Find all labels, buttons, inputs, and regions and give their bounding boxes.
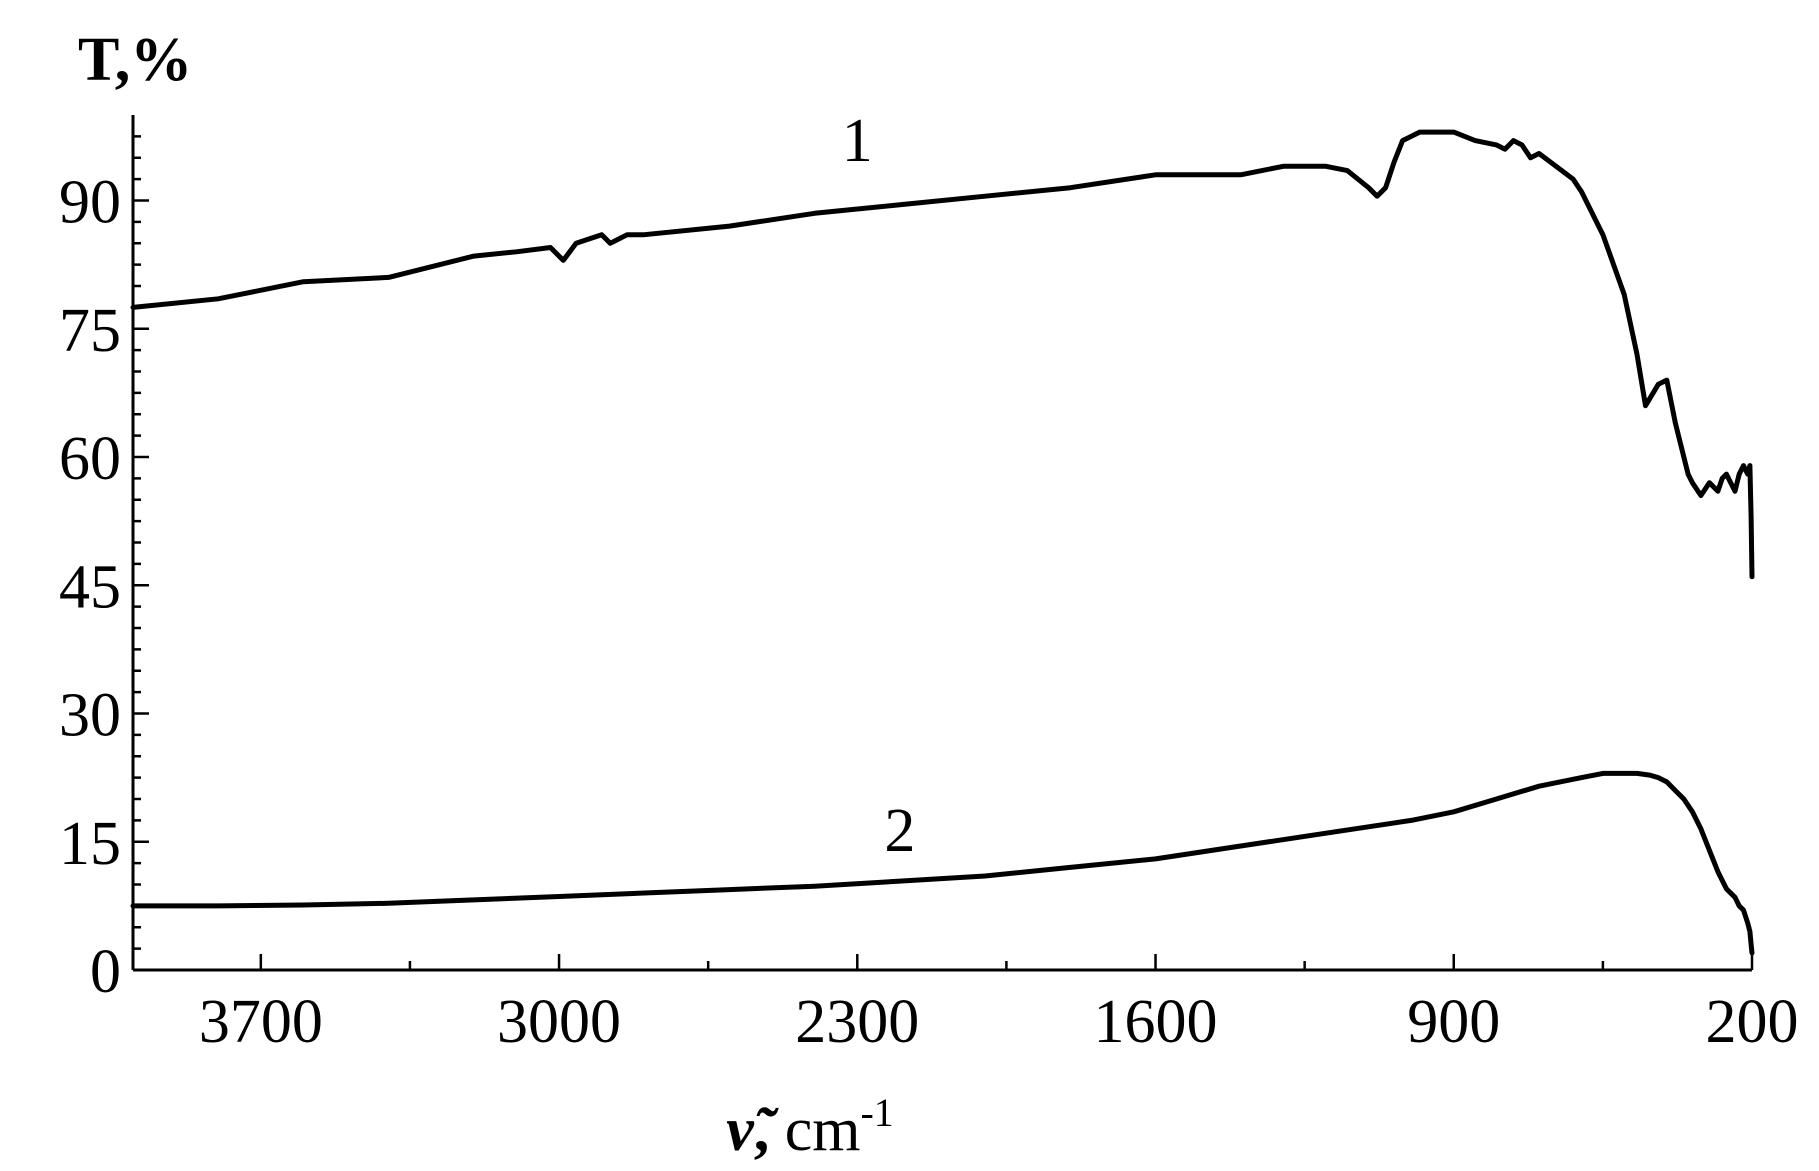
series-label-2: 2: [884, 797, 915, 865]
y-tick-label: 60: [59, 425, 121, 493]
x-tick-label: 3700: [199, 988, 323, 1056]
x-tick-label: 2300: [795, 988, 919, 1056]
axes: 0 15 30 45 60 75 90 3700 3000 2300 1600 900 200: [59, 115, 1799, 1056]
y-tick-label: 90: [59, 169, 121, 237]
x-tick-label: 1600: [1094, 988, 1218, 1056]
y-tick-label: 45: [59, 553, 121, 621]
x-axis-separator: ,: [754, 1096, 770, 1164]
series-label-1: 1: [842, 107, 873, 175]
x-tick-label: 900: [1407, 988, 1500, 1056]
y-axis-title: T,%: [78, 26, 192, 94]
x-axis-title: ν̃, cm-1: [726, 1090, 894, 1164]
x-tick-label: 200: [1706, 988, 1799, 1056]
x-axis-unit-exponent: -1: [860, 1090, 893, 1135]
y-axis-title-text: T,%: [78, 26, 192, 94]
series-line-2: [130, 770, 1755, 956]
y-tick-label: 15: [59, 810, 121, 878]
y-tick-label: 75: [59, 297, 121, 365]
series-line-1: [130, 129, 1755, 580]
series-group: 12: [130, 107, 1755, 956]
y-tick-label: 0: [90, 938, 121, 1006]
x-tick-label: 3000: [497, 988, 621, 1056]
y-tick-label: 30: [59, 682, 121, 750]
x-axis-unit: cm: [769, 1096, 860, 1164]
